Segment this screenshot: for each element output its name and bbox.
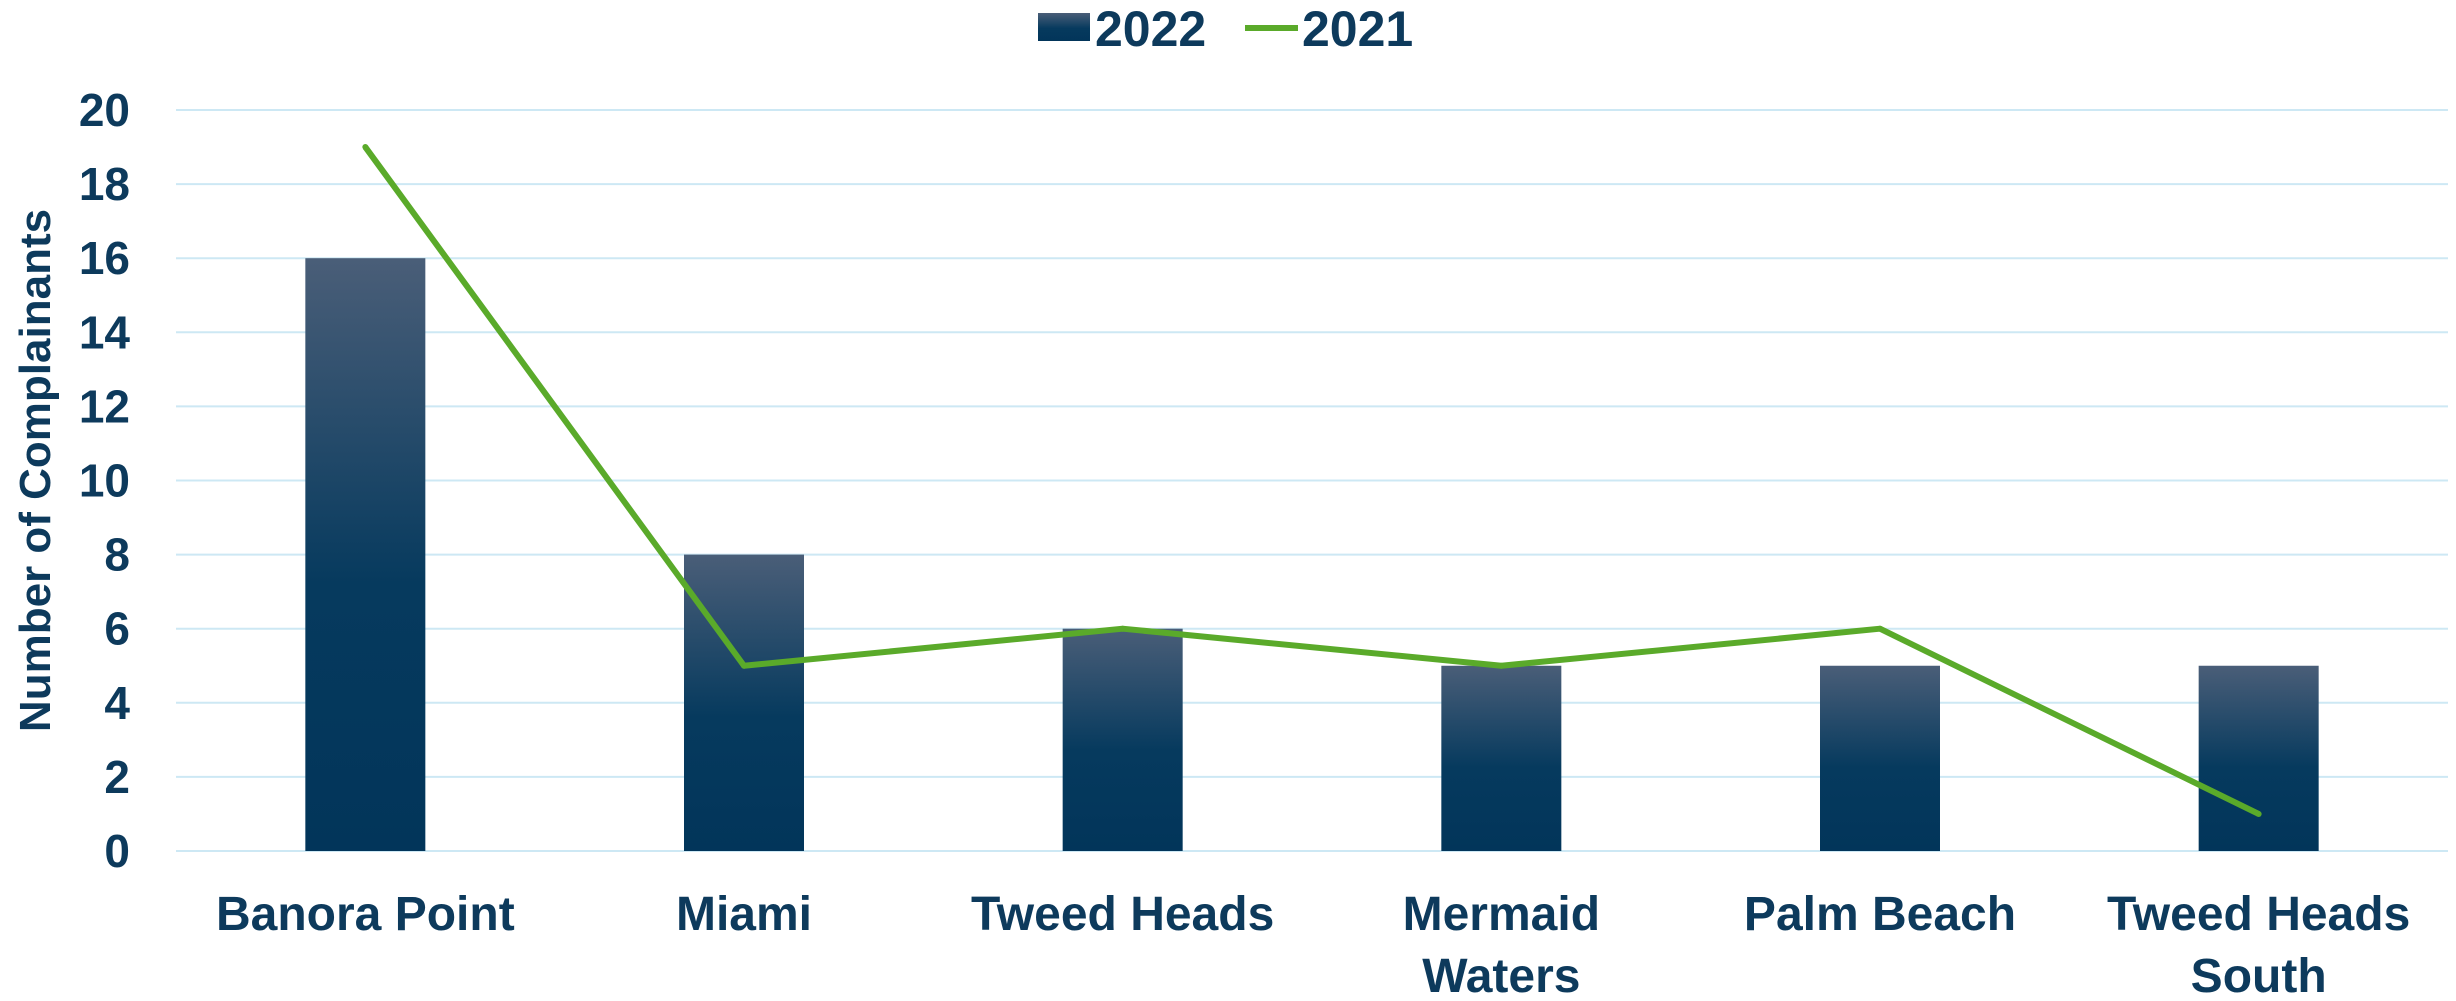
bar-tweed-heads — [1062, 628, 1183, 851]
x-tick-label: Banora Point — [216, 888, 515, 941]
legend-label-2021: 2021 — [1302, 1, 1413, 57]
legend: 2022 2021 — [1038, 1, 1413, 57]
x-tick-label-line: Palm Beach — [1744, 888, 2016, 941]
point-2021-tweed-heads-south — [2255, 810, 2262, 817]
x-tick-label-line: Waters — [1422, 950, 1580, 1001]
x-tick-label: Palm Beach — [1744, 888, 2016, 941]
x-tick-label-line: South — [2191, 950, 2327, 1001]
x-tick-label-line: Tweed Heads — [971, 888, 1274, 941]
point-2021-mermaid-waters — [1498, 662, 1505, 669]
bar-tweed-heads-south — [2198, 665, 2319, 851]
x-tick-label: Tweed Heads South — [2107, 888, 2410, 1001]
y-tick-label: 14 — [79, 306, 131, 358]
bar-banora-point — [305, 258, 426, 851]
y-tick-label: 16 — [79, 232, 130, 284]
point-2021-palm-beach — [1877, 625, 1883, 632]
line-2021 — [362, 145, 2260, 817]
y-tick-label: 12 — [79, 380, 130, 432]
legend-item-2022: 2022 — [1038, 1, 1206, 57]
y-axis-label: Number of Complainants — [11, 209, 60, 732]
y-axis-ticks: 0 2 4 6 8 10 12 14 16 18 20 — [79, 84, 131, 877]
bar-mermaid-waters — [1441, 665, 1562, 851]
y-tick-label: 8 — [104, 529, 130, 581]
point-2021-miami — [741, 662, 747, 669]
point-2021-banora-point — [362, 144, 369, 151]
bar-palm-beach — [1820, 665, 1940, 851]
legend-label-2022: 2022 — [1095, 1, 1206, 57]
x-tick-label: Mermaid Waters — [1403, 888, 1600, 1001]
y-tick-label: 4 — [104, 677, 130, 729]
x-tick-label-line: Miami — [676, 888, 812, 941]
y-tick-label: 2 — [104, 751, 130, 803]
y-tick-label: 10 — [79, 455, 130, 507]
legend-swatch-2022 — [1038, 13, 1090, 41]
x-tick-label-line: Banora Point — [216, 888, 515, 941]
y-tick-label: 20 — [79, 84, 130, 136]
x-tick-label-line: Tweed Heads — [2107, 888, 2410, 941]
point-2021-tweed-heads — [1119, 625, 1126, 632]
y-tick-label: 0 — [104, 825, 130, 877]
line-series-2021 — [362, 144, 2262, 817]
bar-series-2022 — [305, 258, 2319, 851]
x-tick-label-line: Mermaid — [1403, 888, 1600, 941]
x-tick-label: Tweed Heads — [971, 888, 1274, 941]
x-tick-label: Miami — [676, 888, 812, 941]
y-tick-label: 18 — [79, 158, 130, 210]
y-tick-label: 6 — [104, 603, 130, 655]
legend-item-2021: 2021 — [1245, 1, 1413, 57]
bar-miami — [684, 554, 804, 851]
x-axis-ticks: Banora Point Miami Tweed Heads Mermaid Water… — [216, 888, 2410, 1001]
